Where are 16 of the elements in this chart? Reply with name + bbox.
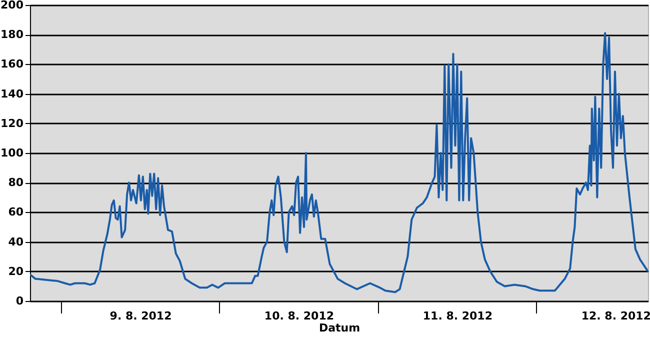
x-tick-label: 12. 8. 2012 (581, 310, 650, 322)
y-tick-label: 180 (0, 28, 24, 42)
y-tick-label: 140 (0, 87, 24, 100)
y-tick-label: 0 (16, 294, 24, 308)
y-tick-label: 20 (8, 264, 24, 278)
y-tick-label: 200 (0, 0, 24, 12)
y-tick-label: 120 (0, 116, 24, 130)
x-tick-label: 11. 8. 2012 (422, 310, 492, 322)
y-tick-label: 100 (0, 146, 24, 160)
x-axis-title: Datum (318, 322, 360, 334)
x-tick-label: 10. 8. 2012 (264, 310, 334, 322)
y-tick-label: 80 (8, 176, 24, 190)
y-tick-label: 40 (8, 235, 24, 248)
y-tick-label: 60 (8, 206, 24, 219)
y-tick-label: 160 (0, 58, 24, 71)
x-tick-label: 9. 8. 2012 (110, 310, 172, 322)
